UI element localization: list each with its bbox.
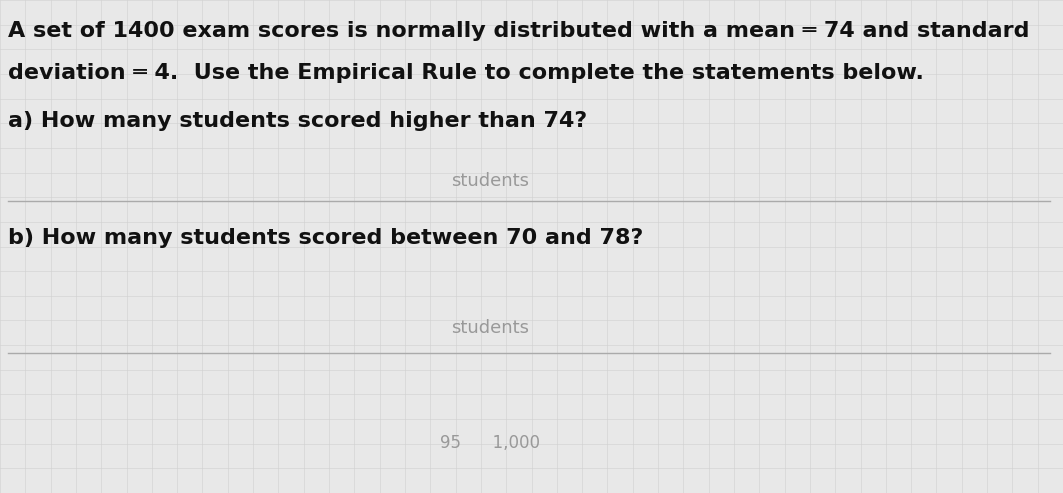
Text: 95      1,000: 95 1,000 <box>440 434 540 452</box>
Text: deviation ═ 4.  Use the Empirical Rule to complete the statements below.: deviation ═ 4. Use the Empirical Rule to… <box>9 63 924 83</box>
Text: b) How many students scored between 70 and 78?: b) How many students scored between 70 a… <box>9 228 643 248</box>
Text: students: students <box>451 319 529 337</box>
Text: A set of 1400 exam scores is normally distributed with a mean ═ 74 and standard: A set of 1400 exam scores is normally di… <box>9 21 1029 41</box>
Text: students: students <box>451 172 529 190</box>
Text: a) How many students scored higher than 74?: a) How many students scored higher than … <box>9 111 587 131</box>
